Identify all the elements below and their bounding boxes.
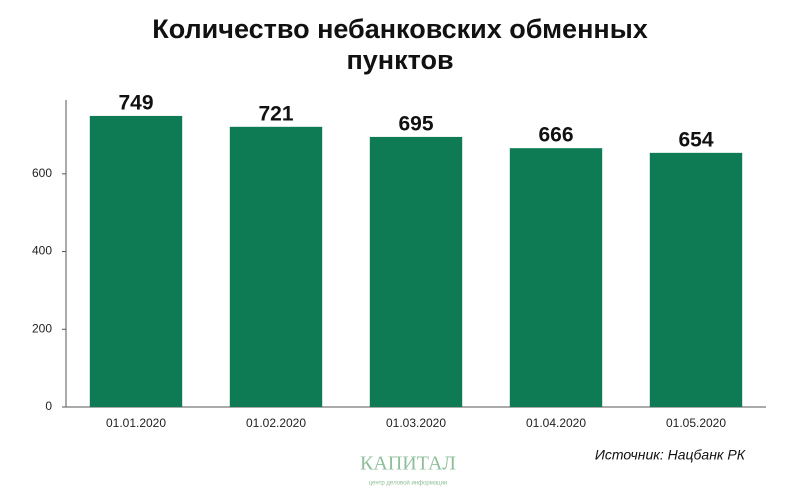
data-label: 695 xyxy=(398,112,433,135)
bar xyxy=(509,148,603,407)
bar xyxy=(89,115,183,407)
x-tick-label: 01.01.2020 xyxy=(106,416,166,430)
chart-title: Количество небанковских обменных пунктов xyxy=(152,14,648,75)
bar xyxy=(369,136,463,407)
x-tick-label: 01.02.2020 xyxy=(246,416,306,430)
logo: КАПИТАЛ xyxy=(360,453,456,475)
y-tick-label: 200 xyxy=(32,321,52,335)
y-tick-label: 400 xyxy=(32,244,52,258)
data-label: 749 xyxy=(118,91,153,114)
x-tick-label: 01.05.2020 xyxy=(666,416,726,430)
x-tick-label: 01.03.2020 xyxy=(386,416,446,430)
logo-subtitle: центр деловой информации xyxy=(369,480,448,487)
data-label: 666 xyxy=(538,124,573,147)
source: Источник: Нацбанк РК xyxy=(595,447,746,463)
data-label: 721 xyxy=(258,102,293,125)
data-label: 654 xyxy=(678,128,713,151)
bar xyxy=(229,126,323,407)
x-tick-label: 01.04.2020 xyxy=(526,416,586,430)
bar xyxy=(649,152,743,407)
y-tick-label: 600 xyxy=(32,166,52,180)
y-tick-label: 0 xyxy=(45,399,52,413)
